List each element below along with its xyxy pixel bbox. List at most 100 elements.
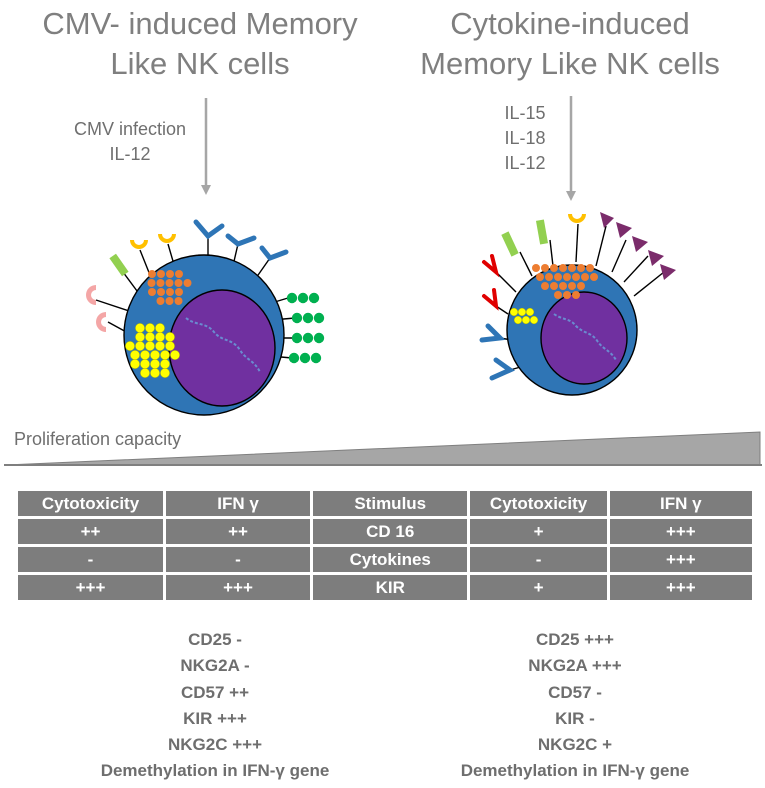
granule <box>291 312 303 324</box>
list-item: CD25 - <box>188 630 242 649</box>
list-item: NKG2C + <box>537 735 613 755</box>
granule <box>157 270 165 278</box>
left-cell-r1c1: ++ <box>18 519 164 544</box>
granule <box>581 273 589 281</box>
granule <box>155 332 165 342</box>
left-nucleus <box>168 289 276 407</box>
left-light-green-receptor <box>109 253 129 277</box>
right-header-stimulus: Stimulus <box>313 491 468 516</box>
left-orange-granules <box>147 270 192 305</box>
granule <box>165 279 174 287</box>
granule <box>563 273 571 281</box>
granule <box>286 292 298 304</box>
right-cell-r3c2: + <box>470 575 607 600</box>
right-yellow-granules <box>509 307 539 325</box>
granule <box>586 264 594 272</box>
left-yellow-granules <box>125 323 180 378</box>
granule <box>156 279 165 287</box>
right-dna-strand <box>553 313 617 361</box>
granule <box>310 352 322 364</box>
granule <box>157 288 165 296</box>
granule <box>160 368 170 378</box>
granule <box>297 292 309 304</box>
list-item: Demethylation in IFN-γ gene <box>100 761 330 781</box>
granule <box>302 312 314 324</box>
granule <box>145 341 155 351</box>
granule <box>125 341 135 351</box>
granule <box>135 323 145 333</box>
list-item: NKG2A +++ <box>528 656 622 676</box>
right-cell-r1c3: +++ <box>609 519 752 544</box>
granule <box>577 282 585 290</box>
granule <box>291 332 303 344</box>
granule <box>145 332 155 342</box>
granule <box>521 315 531 325</box>
granule <box>513 315 523 325</box>
right-purple-receptors <box>600 212 676 280</box>
granule <box>563 291 571 299</box>
granule <box>550 282 558 290</box>
granule <box>155 323 165 333</box>
right-header-cytotoxicity: Cytotoxicity <box>470 491 607 516</box>
proliferation-label: Proliferation capacity <box>14 429 182 449</box>
list-item: CD57 - <box>548 682 602 702</box>
granule <box>130 350 140 360</box>
granule <box>572 273 580 281</box>
table-row: ++ ++ <box>18 519 310 544</box>
granule <box>150 368 160 378</box>
granule <box>135 332 145 342</box>
table-row: KIR + +++ <box>313 575 752 600</box>
granule <box>175 270 183 278</box>
list-item: NKG2C +++ <box>167 735 262 755</box>
granule <box>140 368 150 378</box>
granule <box>590 273 598 281</box>
granule <box>150 350 160 360</box>
granule <box>302 332 314 344</box>
left-cell-r3c2: +++ <box>166 575 310 600</box>
granule <box>550 264 558 272</box>
left-gold-receptors <box>130 234 176 249</box>
granule <box>554 273 562 281</box>
left-header-ifn: IFN γ <box>166 491 310 516</box>
granule <box>183 279 192 287</box>
granule <box>165 332 175 342</box>
list-item: CD57 ++ <box>180 682 250 702</box>
granule <box>145 323 155 333</box>
left-stimulus-il12: IL-12 <box>109 144 151 164</box>
right-function-table: Stimulus Cytotoxicity IFN γ CD 16 + +++ … <box>310 488 755 603</box>
list-item: Demethylation in IFN-γ gene <box>460 761 690 781</box>
left-header-cytotoxicity: Cytotoxicity <box>18 491 164 516</box>
left-title: CMV- induced Memory Like NK cells <box>0 4 400 84</box>
right-stimulus-il15: IL-15 <box>504 103 546 123</box>
list-item: NKG2A - <box>180 656 250 676</box>
granule <box>313 312 325 324</box>
list-item: KIR - <box>555 708 595 728</box>
right-nucleus <box>540 291 628 385</box>
granule <box>577 264 585 272</box>
left-table-header-row: Cytotoxicity IFN γ <box>18 491 310 516</box>
left-marker-list: CD25 - NKG2A - CD57 ++ KIR +++ NKG2C +++… <box>50 627 380 785</box>
granule <box>156 297 165 305</box>
list-item: CD25 +++ <box>536 630 614 649</box>
table-row: +++ +++ <box>18 575 310 600</box>
table-row: - - <box>18 547 310 572</box>
granule <box>160 359 170 369</box>
right-table-header-row: Stimulus Cytotoxicity IFN γ <box>313 491 752 516</box>
right-stimuli: IL-15 IL-18 IL-12 <box>475 101 575 176</box>
left-title-line2: Like NK cells <box>110 46 290 81</box>
left-nk-cell <box>86 219 325 416</box>
right-title: Cytokine-induced Memory Like NK cells <box>370 4 765 84</box>
right-stimulus-il12: IL-12 <box>504 153 546 173</box>
table-row: Cytokines - +++ <box>313 547 752 572</box>
granule <box>308 292 320 304</box>
granule <box>536 273 544 281</box>
granule <box>140 350 150 360</box>
granule <box>559 282 567 290</box>
left-blue-receptors <box>193 219 289 261</box>
granule <box>529 315 539 325</box>
granule <box>568 282 576 290</box>
granule <box>174 297 183 305</box>
left-function-table: Cytotoxicity IFN γ ++ ++ - - +++ +++ <box>15 488 313 603</box>
granule <box>147 279 156 287</box>
granule <box>160 350 170 360</box>
